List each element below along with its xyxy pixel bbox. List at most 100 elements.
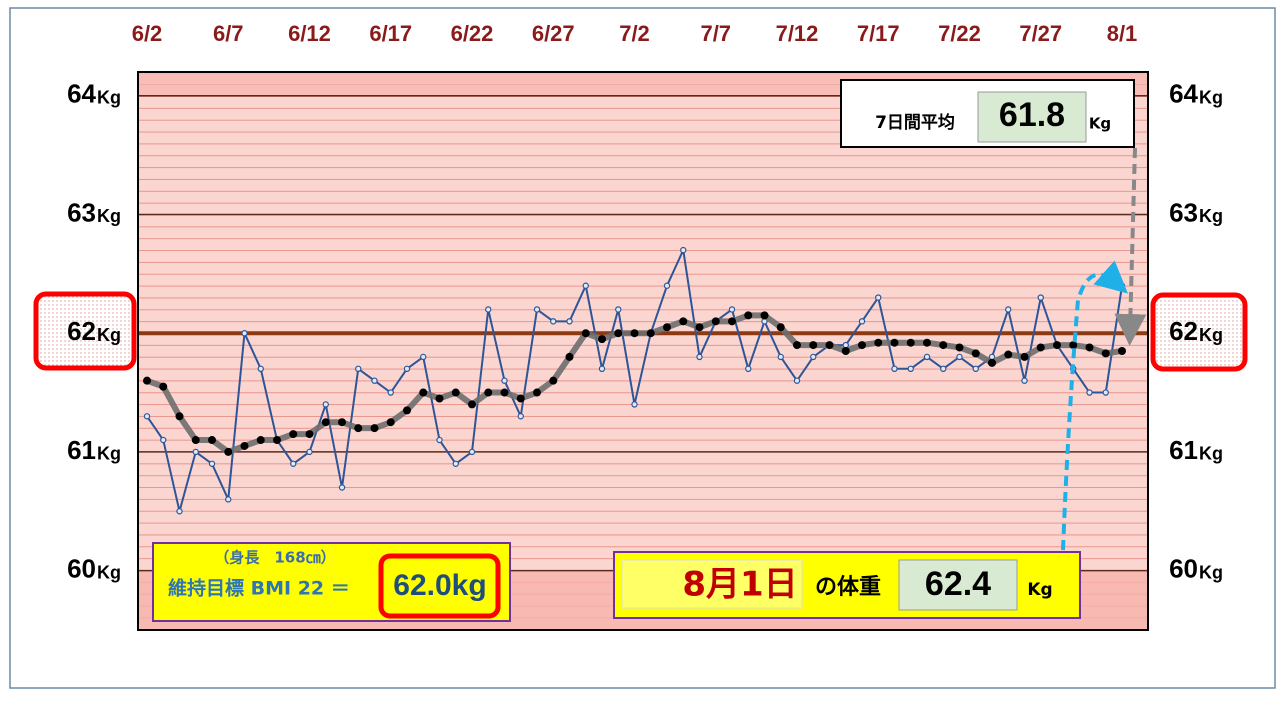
avg-value-box xyxy=(977,91,1087,143)
target-value: 62.0kg xyxy=(393,569,486,602)
x-tick-label: 6/12 xyxy=(288,21,331,46)
point xyxy=(1004,350,1013,359)
target-value-box xyxy=(378,553,501,619)
y-unit: Kg xyxy=(97,206,121,226)
y-tick-label: 63 xyxy=(1169,197,1198,227)
plot-background xyxy=(138,72,1148,630)
point xyxy=(971,349,980,358)
point xyxy=(695,323,704,332)
point xyxy=(305,430,314,439)
point xyxy=(306,448,313,456)
plot-border xyxy=(137,71,1149,631)
latest-caption: の体重 xyxy=(815,575,881,600)
point xyxy=(370,424,379,433)
point xyxy=(565,352,574,361)
point xyxy=(371,377,378,384)
point xyxy=(956,353,963,361)
avg-value: 61.8 xyxy=(999,96,1065,134)
point xyxy=(1102,389,1109,396)
point xyxy=(208,436,216,445)
point xyxy=(403,406,411,415)
point xyxy=(533,388,541,397)
point xyxy=(435,394,444,403)
point xyxy=(630,329,639,338)
y-unit: Kg xyxy=(97,325,121,345)
x-tick-label: 7/17 xyxy=(857,21,900,46)
x-tick-label: 7/22 xyxy=(938,21,981,46)
avg-caption: 7日間平均 xyxy=(875,112,955,133)
point xyxy=(143,413,151,420)
point xyxy=(290,460,297,467)
y-unit: Kg xyxy=(97,87,121,107)
highlight-box xyxy=(33,291,137,371)
point xyxy=(679,317,688,326)
point xyxy=(1037,294,1044,301)
point xyxy=(550,318,557,325)
y-unit: Kg xyxy=(97,444,121,464)
y-tick-label: 61 xyxy=(67,435,96,465)
point xyxy=(403,365,411,373)
point xyxy=(1005,306,1012,313)
latest-unit: Kg xyxy=(1027,580,1052,600)
point xyxy=(451,388,460,397)
point xyxy=(566,318,573,325)
point xyxy=(614,329,623,338)
point xyxy=(842,341,849,349)
point xyxy=(273,436,281,445)
latest-value-box xyxy=(898,559,1018,611)
point xyxy=(1020,352,1029,361)
point xyxy=(923,353,931,361)
point xyxy=(225,496,232,503)
y-tick-label: 60 xyxy=(67,554,96,584)
point xyxy=(939,341,948,350)
point xyxy=(858,318,866,325)
target-note: （身長 168㎝） xyxy=(214,549,335,567)
point xyxy=(143,376,151,385)
x-tick-label: 6/2 xyxy=(132,21,163,46)
point xyxy=(988,358,996,367)
point xyxy=(923,338,931,347)
x-tick-label: 8/1 xyxy=(1107,21,1138,46)
point xyxy=(858,341,866,350)
point xyxy=(1086,389,1093,396)
point xyxy=(955,343,964,352)
point xyxy=(338,484,346,491)
point xyxy=(516,394,525,403)
point xyxy=(452,460,459,467)
x-tick-label: 6/22 xyxy=(451,21,494,46)
point xyxy=(468,448,476,456)
point xyxy=(1118,282,1126,289)
point xyxy=(420,353,427,361)
point xyxy=(940,365,947,373)
y-tick-label: 60 xyxy=(1169,554,1198,584)
point xyxy=(1053,341,1061,350)
point xyxy=(875,294,882,301)
point xyxy=(581,329,590,338)
point xyxy=(354,424,363,433)
point xyxy=(777,353,784,361)
target-caption: 維持目標 BMI 22 ＝ xyxy=(168,577,350,600)
point xyxy=(615,306,622,313)
point xyxy=(631,401,638,408)
point xyxy=(240,441,249,450)
point xyxy=(241,329,248,337)
y-tick-label: 62 xyxy=(1169,316,1198,346)
arrow xyxy=(1114,147,1147,346)
point xyxy=(289,430,298,439)
x-tick-label: 6/7 xyxy=(213,21,244,46)
point xyxy=(191,436,200,445)
highlight-box xyxy=(1150,292,1248,372)
point xyxy=(1021,377,1028,384)
point xyxy=(760,311,769,320)
y-tick-label: 64 xyxy=(67,79,96,109)
point xyxy=(663,282,671,289)
point xyxy=(972,365,979,373)
point xyxy=(176,508,183,515)
point xyxy=(175,412,184,421)
point xyxy=(745,365,752,373)
point xyxy=(810,353,817,361)
point xyxy=(646,329,655,338)
y-unit: Kg xyxy=(97,562,121,582)
point xyxy=(386,418,395,427)
